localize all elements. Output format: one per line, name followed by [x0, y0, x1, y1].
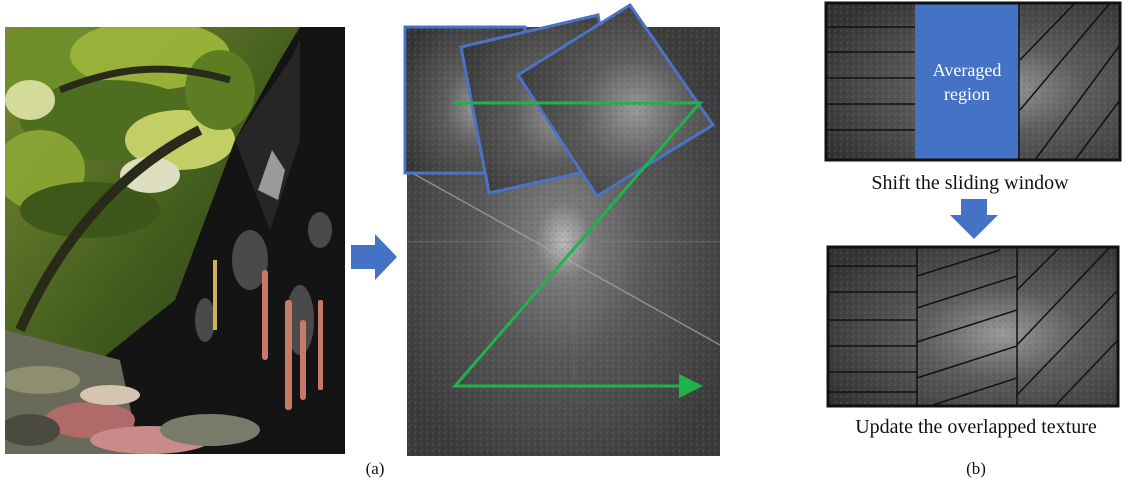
texture-strip-top	[824, 1, 1122, 162]
cartoon-photo	[5, 27, 345, 454]
averaged-region	[915, 3, 1019, 160]
down-arrow-icon	[950, 199, 998, 239]
right-arrow-icon	[351, 234, 397, 280]
step-update-text: Update the overlapped texture	[855, 416, 1097, 438]
sliding-window-3	[515, 2, 716, 199]
averaged-region-label-line1: Averaged	[932, 60, 1002, 80]
averaged-region-label: Averaged region	[915, 58, 1019, 106]
averaged-region-label-line2: region	[944, 84, 990, 104]
caption-b: (b)	[966, 459, 986, 478]
scan-path	[451, 101, 704, 398]
step-shift-text: Shift the sliding window	[871, 172, 1069, 194]
texture-strip-bottom	[826, 245, 1120, 408]
caption-a: (a)	[365, 459, 385, 478]
